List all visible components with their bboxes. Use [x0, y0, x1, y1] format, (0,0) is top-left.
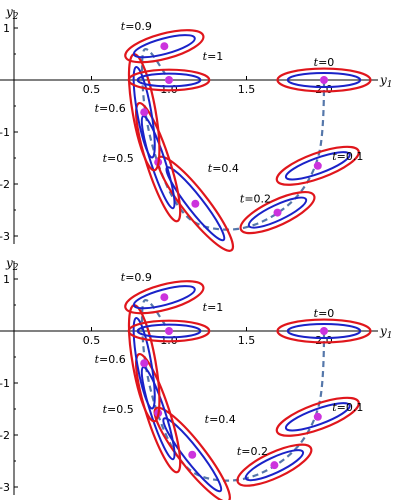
inner-ellipse [247, 196, 308, 229]
outer-ellipse [127, 319, 211, 343]
y-axis-label: y2 [5, 256, 19, 273]
time-label: t=0 [314, 307, 335, 320]
inner-ellipse [284, 402, 351, 432]
data-point [313, 161, 322, 170]
time-label: t=0.1 [332, 401, 363, 414]
outer-ellipse [135, 101, 182, 223]
ellipse-group [239, 191, 316, 235]
outer-ellipse [124, 280, 205, 315]
data-point [160, 42, 169, 51]
panel-bottom: 0.5 1.0 1.5 2.01-1-2-3y2y1t=0t=0.1t=0.2t=0.… [0, 256, 393, 500]
ellipse-group [275, 396, 360, 437]
data-point [273, 208, 282, 217]
y-tick-label: 1 [3, 273, 10, 286]
time-label: t=0.5 [103, 403, 134, 416]
y-tick-label: -3 [0, 481, 10, 494]
outer-ellipse [124, 29, 205, 64]
ellipse-group [127, 319, 211, 343]
ellipse-group [275, 145, 360, 186]
x-tick-label: 0.5 [83, 83, 101, 96]
inner-ellipse [284, 151, 351, 181]
panel-top: 0.5 1.0 1.5 2.01-1-2-3y2y1t=0t=0.1t=0.2t=0.… [0, 5, 393, 252]
ellipse-group [127, 68, 211, 92]
outer-ellipse [275, 145, 360, 186]
y-tick-label: -1 [0, 377, 10, 390]
time-label: t=0.4 [205, 413, 236, 426]
outer-ellipse [236, 443, 313, 487]
ellipse-group [153, 406, 231, 500]
time-label: t=0.1 [332, 150, 363, 163]
time-label: t=0.4 [208, 162, 239, 175]
x-tick-label: 1.5 [238, 334, 256, 347]
data-point [188, 450, 197, 459]
outer-ellipse [275, 396, 360, 437]
inner-ellipse [286, 322, 362, 340]
time-label: t=1 [203, 301, 224, 314]
inner-ellipse [132, 34, 196, 59]
x-axis-label: y1 [379, 73, 393, 90]
ellipse-group [135, 101, 182, 223]
time-label: t=0.9 [121, 271, 152, 284]
outer-ellipse [276, 318, 372, 344]
ellipse-group [236, 443, 313, 487]
ellipse-group [124, 280, 205, 315]
trajectory-line [140, 48, 326, 231]
data-point [270, 461, 279, 470]
inner-ellipse [136, 72, 202, 88]
outer-ellipse [276, 67, 372, 93]
time-label: t=0.6 [95, 353, 126, 366]
ellipse-group [276, 67, 372, 93]
inner-ellipse [286, 71, 362, 89]
y-tick-label: -2 [0, 429, 10, 442]
data-point [140, 108, 149, 117]
data-point [165, 76, 173, 84]
data-point [320, 76, 328, 84]
inner-ellipse [140, 366, 176, 461]
x-axis-label: y1 [379, 324, 393, 341]
y-tick-label: -2 [0, 178, 10, 191]
data-point [140, 359, 149, 368]
data-point [313, 412, 322, 421]
inner-ellipse [140, 115, 176, 210]
ellipse-group [124, 29, 205, 64]
ellipse-group [276, 318, 372, 344]
time-label: t=0.5 [103, 152, 134, 165]
time-label: t=0.2 [237, 445, 268, 458]
inner-ellipse [162, 417, 223, 493]
x-tick-label: 0.5 [83, 334, 101, 347]
time-label: t=1 [203, 50, 224, 63]
y-axis-label: y2 [5, 5, 19, 22]
x-tick-label: 1.5 [238, 83, 256, 96]
y-tick-label: -3 [0, 230, 10, 243]
outer-ellipse [127, 68, 211, 92]
outer-ellipse [239, 191, 316, 235]
inner-ellipse [132, 285, 196, 310]
inner-ellipse [136, 323, 202, 339]
data-point [320, 327, 328, 335]
time-label: t=0.9 [121, 20, 152, 33]
y-tick-label: 1 [3, 22, 10, 35]
inner-ellipse [132, 65, 156, 159]
time-label: t=0 [314, 56, 335, 69]
time-label: t=0.6 [95, 102, 126, 115]
outer-ellipse [153, 406, 231, 500]
time-label: t=0.2 [240, 193, 271, 206]
inner-ellipse [132, 316, 156, 410]
data-point [191, 199, 200, 208]
data-point [160, 293, 169, 302]
data-point [165, 327, 173, 335]
inner-ellipse [244, 449, 305, 482]
y-tick-label: -1 [0, 126, 10, 139]
